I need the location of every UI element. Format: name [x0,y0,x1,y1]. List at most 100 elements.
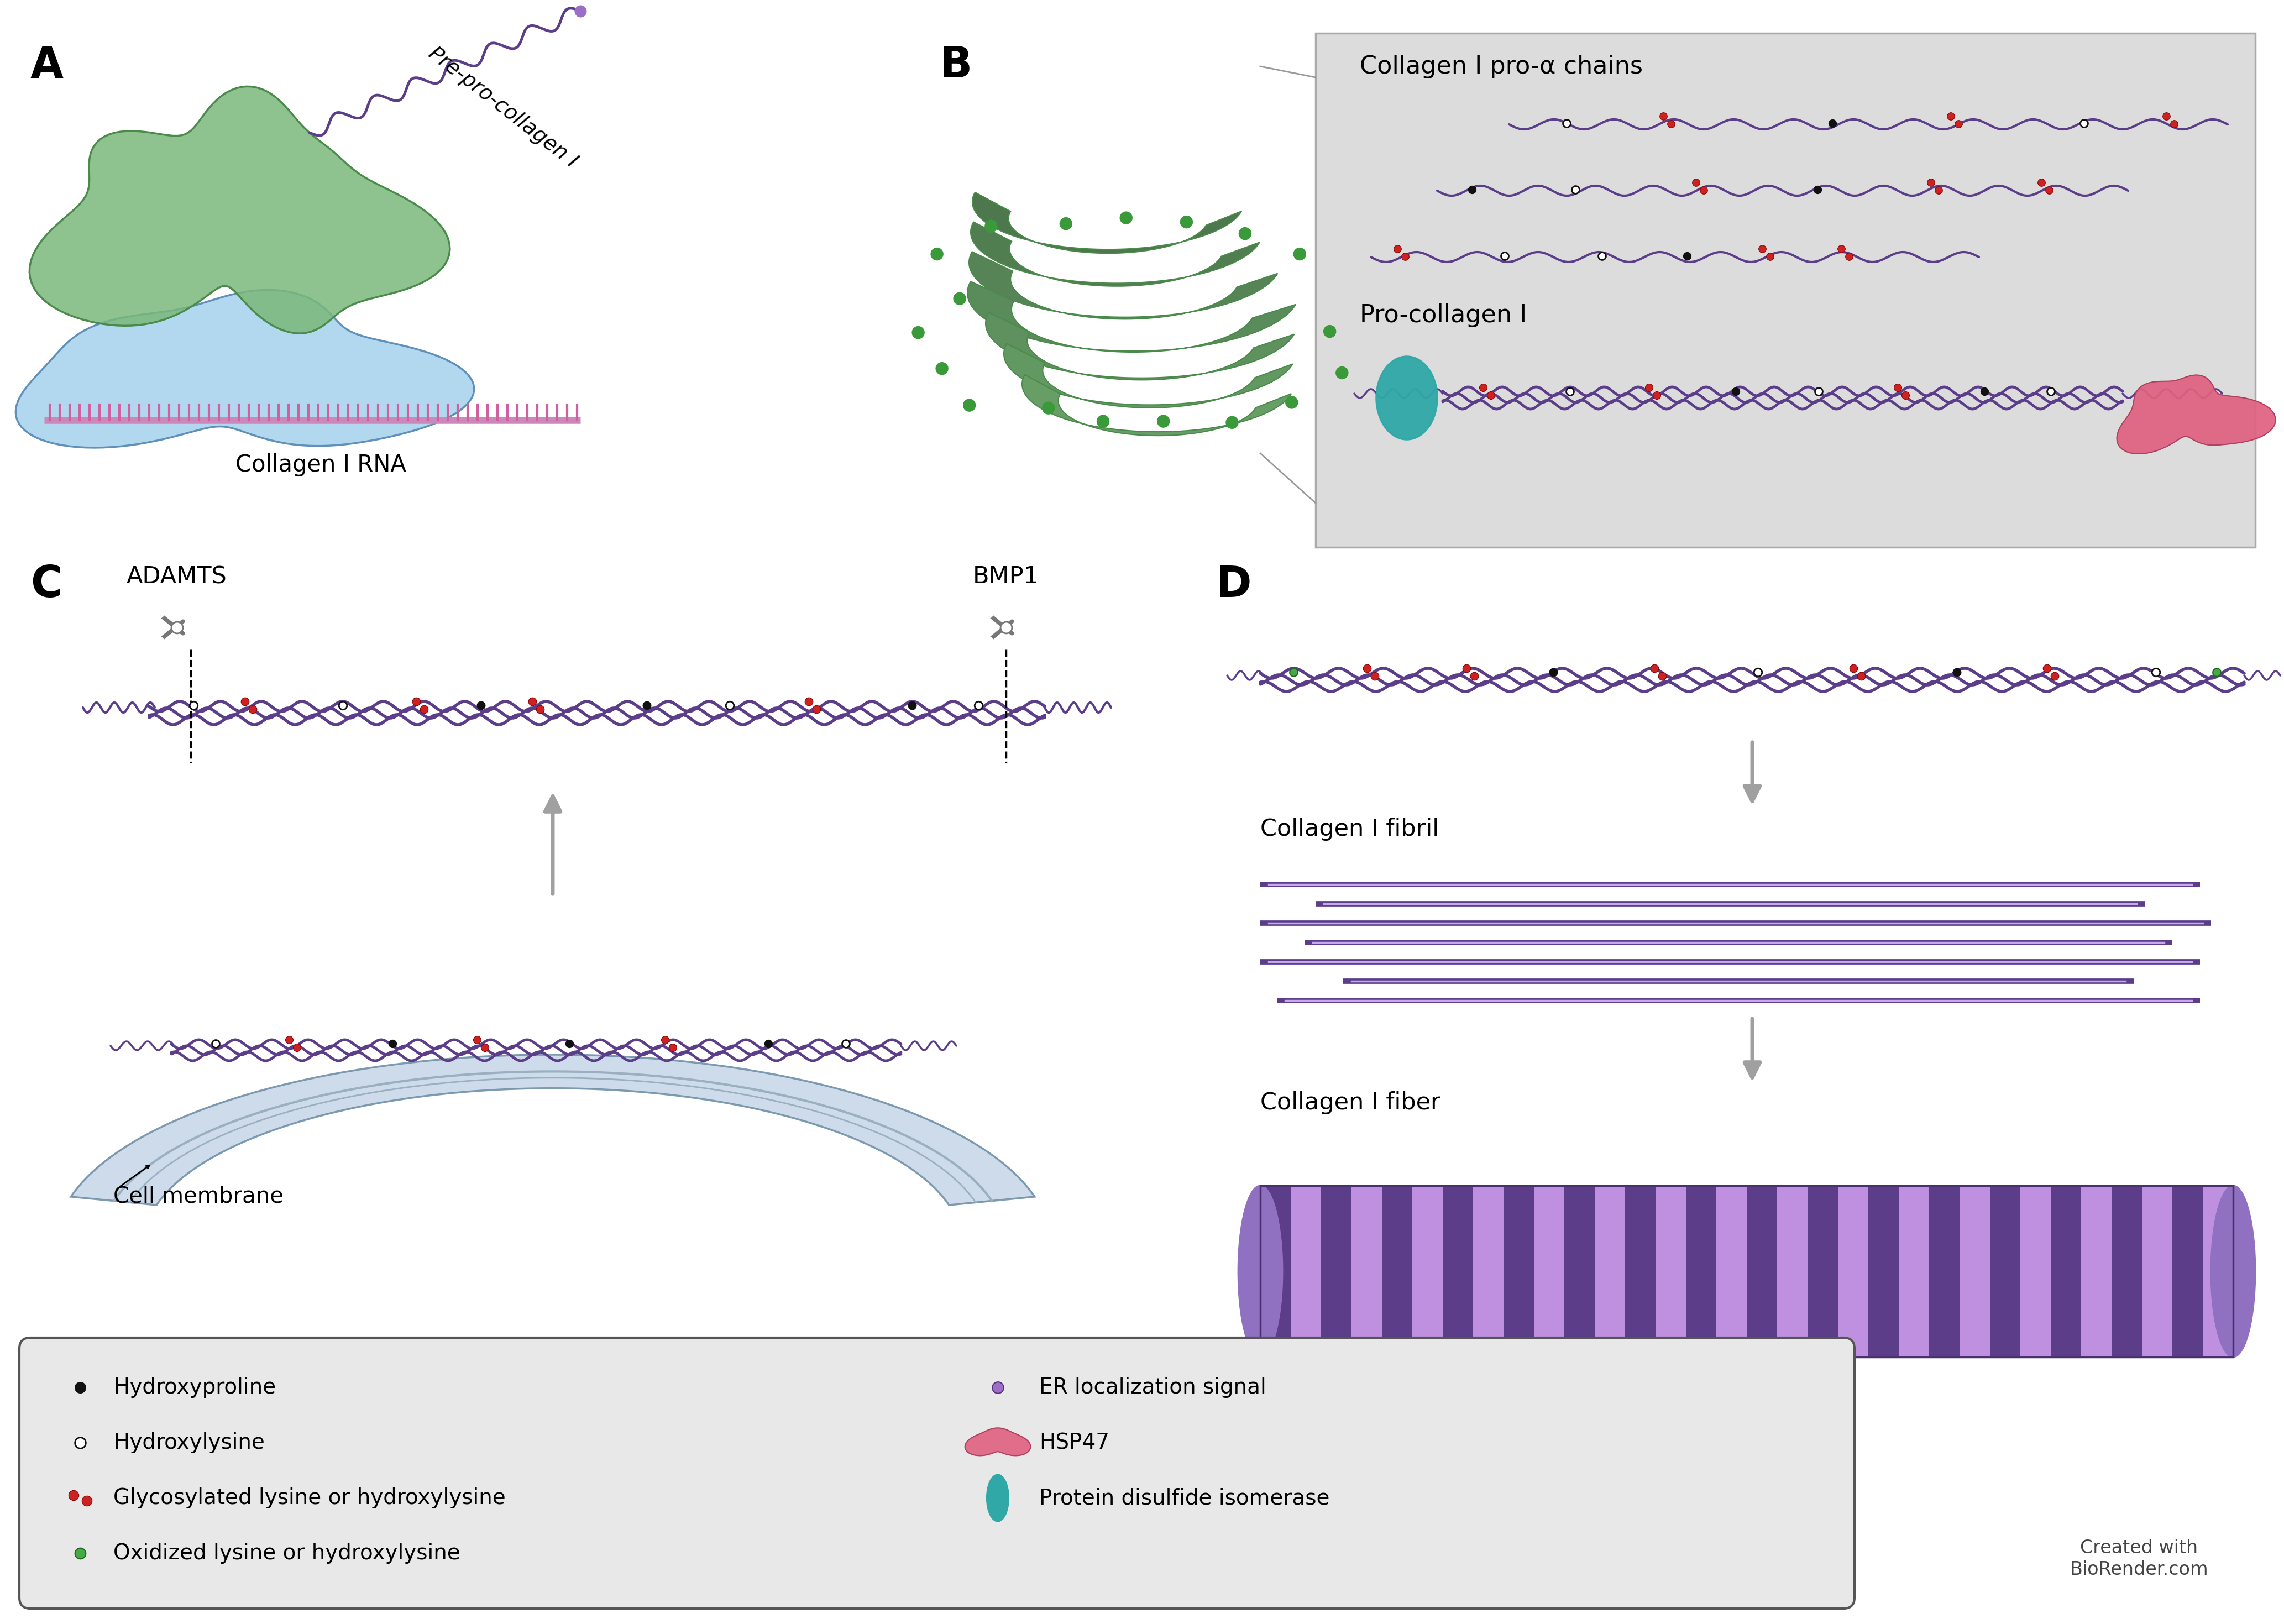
Bar [2051,1186,2081,1358]
Point [1939,110,1976,136]
Point [1583,244,1619,270]
Ellipse shape [2211,1186,2254,1358]
Point [562,0,598,24]
Ellipse shape [1227,416,1238,429]
Point [1380,235,1416,261]
Polygon shape [1021,375,1290,435]
Polygon shape [16,291,475,448]
Text: Collagen I pro-α chains: Collagen I pro-α chains [1359,55,1642,78]
Bar [2142,1186,2172,1358]
Point [1912,169,1948,195]
Bar [1320,1186,1352,1358]
Ellipse shape [1377,357,1437,440]
Point [1549,110,1585,136]
Point [893,692,930,718]
Point [1535,659,1571,685]
Bar [2202,1186,2234,1358]
Point [1887,382,1923,408]
Point [2147,102,2184,128]
Point [1932,102,1969,128]
Point [1654,110,1690,136]
Point [1274,659,1311,685]
Point [1487,244,1523,270]
Bar [1535,1186,1565,1358]
Bar [1898,1186,1930,1358]
Bar [1443,1186,1473,1358]
Point [2138,659,2174,685]
Polygon shape [964,1427,1030,1455]
Text: Pro-collagen I: Pro-collagen I [1359,304,1528,326]
Point [375,1031,411,1057]
Point [710,692,747,718]
Ellipse shape [1325,325,1336,338]
Point [1718,378,1754,404]
Point [2033,378,2069,404]
Text: D: D [1215,564,1252,606]
Ellipse shape [936,362,948,375]
Ellipse shape [1238,227,1252,240]
Ellipse shape [1238,1186,1281,1358]
Ellipse shape [153,637,164,646]
Bar [1715,1186,1747,1358]
Point [1813,110,1850,136]
Bar [2021,1186,2051,1358]
Text: A: A [30,44,64,86]
Ellipse shape [1286,396,1297,409]
Point [62,1540,98,1566]
Bar [1747,1186,1777,1358]
Ellipse shape [982,637,994,646]
Text: Cell membrane: Cell membrane [114,1186,283,1208]
Point [1453,177,1489,203]
Point [1670,244,1706,270]
Bar [1868,1186,1900,1358]
Point [1448,656,1485,682]
Point [1551,378,1587,404]
Ellipse shape [1336,367,1348,378]
Ellipse shape [1096,416,1110,427]
Polygon shape [2117,375,2275,453]
Point [790,689,827,715]
Polygon shape [71,1054,1035,1205]
Point [514,689,550,715]
Polygon shape [30,86,450,333]
Point [1348,656,1384,682]
Bar [1686,1186,1718,1358]
Point [749,1031,786,1057]
Text: Created with
BioRender.com: Created with BioRender.com [2069,1540,2209,1579]
Point [1473,382,1510,408]
Point [2065,110,2101,136]
Point [1686,177,1722,203]
Bar [1261,1186,1290,1358]
Point [987,614,1023,640]
Polygon shape [968,281,1295,352]
Ellipse shape [1181,216,1192,227]
Point [324,692,361,718]
Ellipse shape [1042,401,1055,414]
Point [1832,244,1868,270]
Text: C: C [30,564,62,606]
Point [459,1026,496,1052]
Point [272,1026,308,1052]
Point [1644,663,1681,689]
Point [1357,663,1393,689]
Point [62,1429,98,1455]
Point [628,692,665,718]
Point [1386,244,1423,270]
Ellipse shape [984,221,998,232]
Text: Protein disulfide isomerase: Protein disulfide isomerase [1039,1488,1329,1509]
Bar [1626,1186,1656,1358]
Bar [2110,1186,2142,1358]
Ellipse shape [964,400,975,411]
Point [1455,663,1491,689]
Ellipse shape [982,609,994,617]
Text: Collagen I fibril: Collagen I fibril [1261,817,1439,841]
Text: Hydroxylysine: Hydroxylysine [114,1432,265,1453]
Text: Oxidized lysine or hydroxylysine: Oxidized lysine or hydroxylysine [114,1543,461,1564]
Point [407,697,443,723]
Point [656,1034,692,1060]
Point [1939,659,1976,685]
Point [2024,169,2060,195]
Bar [1565,1186,1594,1358]
Bar [1656,1186,1686,1358]
Bar [1930,1186,1960,1358]
